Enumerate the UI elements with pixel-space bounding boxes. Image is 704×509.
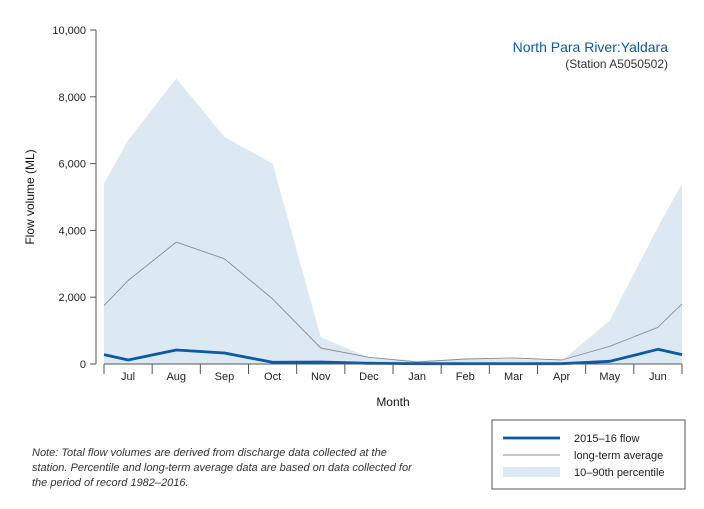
chart-subtitle: (Station A5050502): [565, 57, 668, 71]
x-tick-label: Dec: [359, 371, 379, 383]
x-tick-label: Feb: [456, 371, 475, 383]
legend-label-percentile: 10–90th percentile: [574, 467, 665, 479]
x-tick-label: Sep: [215, 371, 235, 383]
y-tick-label: 4,000: [58, 225, 86, 237]
x-tick-label: Jun: [649, 371, 667, 383]
legend-label-flow: 2015–16 flow: [574, 433, 639, 445]
x-tick-label: Jul: [121, 371, 135, 383]
y-tick-label: 10,000: [52, 25, 86, 37]
x-axis-title: Month: [376, 395, 409, 409]
legend: 2015–16 flow long-term average 10–90th per…: [491, 419, 686, 490]
x-tick-label: Apr: [553, 371, 570, 383]
percentile-band-layer: [104, 78, 682, 365]
x-tick-label: Nov: [311, 371, 331, 383]
y-tick-label: 0: [80, 359, 86, 371]
y-axis-title: Flow volume (ML): [23, 149, 37, 244]
y-tick-label: 2,000: [58, 292, 86, 304]
title-layer: North Para River:Yaldara (Station A50505…: [513, 39, 669, 71]
chart-title: North Para River:Yaldara: [513, 39, 669, 55]
x-tick-label: Aug: [166, 371, 186, 383]
x-tick-label: Jan: [408, 371, 426, 383]
axis-layer: 0 2,000 4,000 6,000 8,000 10,000 Jul Aug Sep Oct N…: [23, 25, 683, 409]
legend-swatch-percentile: [503, 467, 560, 477]
long-term-average-line: [103, 241, 683, 363]
legend-label-average: long-term average: [574, 450, 663, 462]
y-tick-label: 6,000: [58, 159, 86, 171]
x-tick-label: May: [599, 371, 620, 383]
x-tick-label: Mar: [504, 371, 523, 383]
y-tick-label: 8,000: [58, 92, 86, 104]
percentile-band: [104, 78, 682, 365]
x-tick-label: Oct: [264, 371, 281, 383]
footnote: Note: Total flow volumes are derived fro…: [32, 447, 412, 489]
